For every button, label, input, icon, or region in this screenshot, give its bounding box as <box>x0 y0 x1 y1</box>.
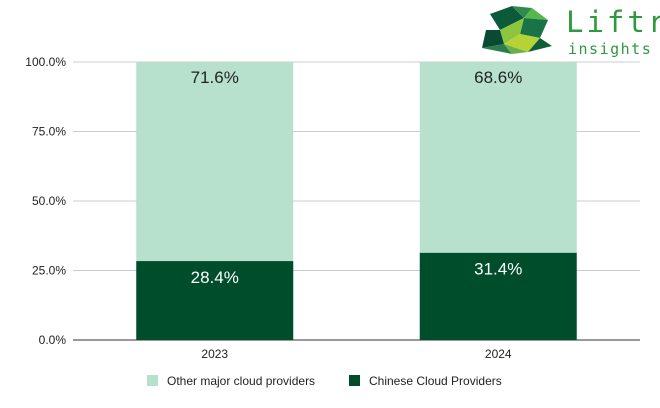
x-tick-label: 2023 <box>201 347 228 361</box>
logo-mark-icon <box>482 6 552 54</box>
legend-swatch <box>349 375 360 386</box>
data-label: 71.6% <box>191 68 239 87</box>
y-tick-label: 100.0% <box>25 55 66 69</box>
y-axis-ticks: 0.0% 25.0% 50.0% 75.0% 100.0% <box>25 55 66 347</box>
y-tick-label: 50.0% <box>32 194 66 208</box>
x-tick-label: 2024 <box>485 347 512 361</box>
bars: 28.4% 71.6% 31.4% 68.6% <box>136 62 577 340</box>
bar-segment <box>136 62 294 262</box>
data-label: 31.4% <box>474 260 522 279</box>
legend-label: Other major cloud providers <box>167 374 315 388</box>
data-label: 68.6% <box>474 68 522 87</box>
y-tick-label: 0.0% <box>39 333 67 347</box>
bar-segment <box>136 261 294 340</box>
legend: Other major cloud providers Chinese Cloud… <box>147 374 502 388</box>
bar-segment <box>419 62 577 253</box>
liftr-insights-logo: Liftr insights <box>482 5 660 58</box>
logo-brand-text: Liftr <box>566 5 660 39</box>
bar-segment <box>419 252 577 340</box>
logo-tagline-text: insights <box>568 40 652 58</box>
legend-swatch <box>147 375 158 386</box>
y-tick-label: 25.0% <box>32 264 66 278</box>
legend-label: Chinese Cloud Providers <box>369 374 502 388</box>
y-tick-label: 75.0% <box>32 125 66 139</box>
data-label: 28.4% <box>191 268 239 287</box>
x-axis-ticks: 2023 2024 <box>201 347 512 361</box>
